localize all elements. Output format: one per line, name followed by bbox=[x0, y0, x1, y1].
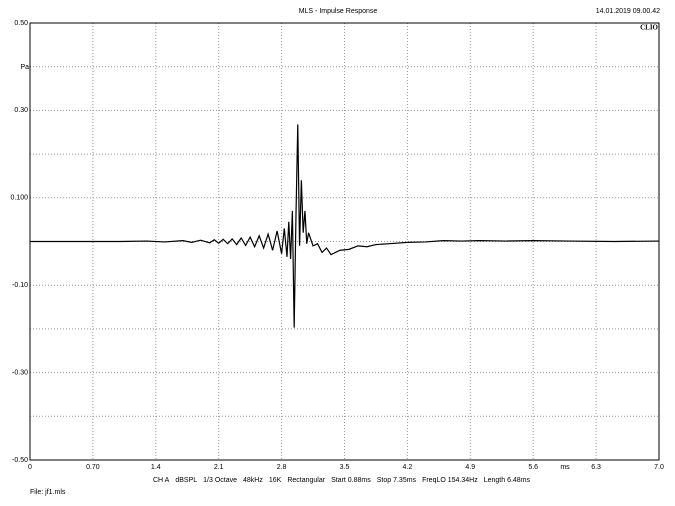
info-item: 16K bbox=[269, 477, 282, 484]
x-tick-label: 6.3 bbox=[591, 464, 601, 471]
y-tick-label: 0.30 bbox=[14, 107, 28, 114]
info-item: Rectangular bbox=[287, 477, 325, 484]
info-item: FreqLO 154.34Hz bbox=[422, 477, 478, 484]
x-tick-label: 1.4 bbox=[151, 464, 161, 471]
info-item: Stop 7.35ms bbox=[377, 477, 417, 484]
info-item: Length 6.48ms bbox=[484, 477, 531, 484]
x-tick-label: 0 bbox=[28, 464, 32, 471]
x-tick-label: 2.8 bbox=[277, 464, 287, 471]
y-tick-label: -0.10 bbox=[12, 282, 28, 289]
x-axis-label: ms bbox=[560, 464, 570, 471]
x-tick-label: 7.0 bbox=[654, 464, 664, 471]
info-item: Start 0.88ms bbox=[331, 477, 371, 484]
x-tick-label: 4.2 bbox=[403, 464, 413, 471]
y-tick-label: -0.50 bbox=[12, 457, 28, 464]
x-tick-label: 3.5 bbox=[340, 464, 350, 471]
y-tick-label: 0.50 bbox=[14, 20, 28, 27]
x-tick-label: 2.1 bbox=[214, 464, 224, 471]
info-item: 1/3 Octave bbox=[203, 477, 237, 484]
info-item: CH A bbox=[153, 477, 170, 484]
info-item: dBSPL bbox=[175, 477, 197, 484]
file-label: File: jf1.mls bbox=[30, 489, 66, 496]
brand: CLIO bbox=[640, 24, 658, 32]
info-item: 48kHz bbox=[243, 477, 263, 484]
y-tick-label: -0.30 bbox=[12, 369, 28, 376]
info-bar: CH A dBSPL 1/3 Octave 48kHz 16K Rectangular St… bbox=[153, 477, 531, 484]
x-tick-label: 4.9 bbox=[465, 464, 475, 471]
y-tick-label: 0.100 bbox=[10, 195, 28, 202]
timestamp: 14.01.2019 09.00.42 bbox=[596, 8, 660, 15]
y-axis-label: Pa bbox=[20, 64, 29, 71]
chart-title: MLS - Impulse Response bbox=[299, 8, 378, 15]
impulse-line bbox=[30, 124, 660, 328]
x-tick-label: 0.70 bbox=[86, 464, 100, 471]
x-tick-label: 5.6 bbox=[528, 464, 538, 471]
